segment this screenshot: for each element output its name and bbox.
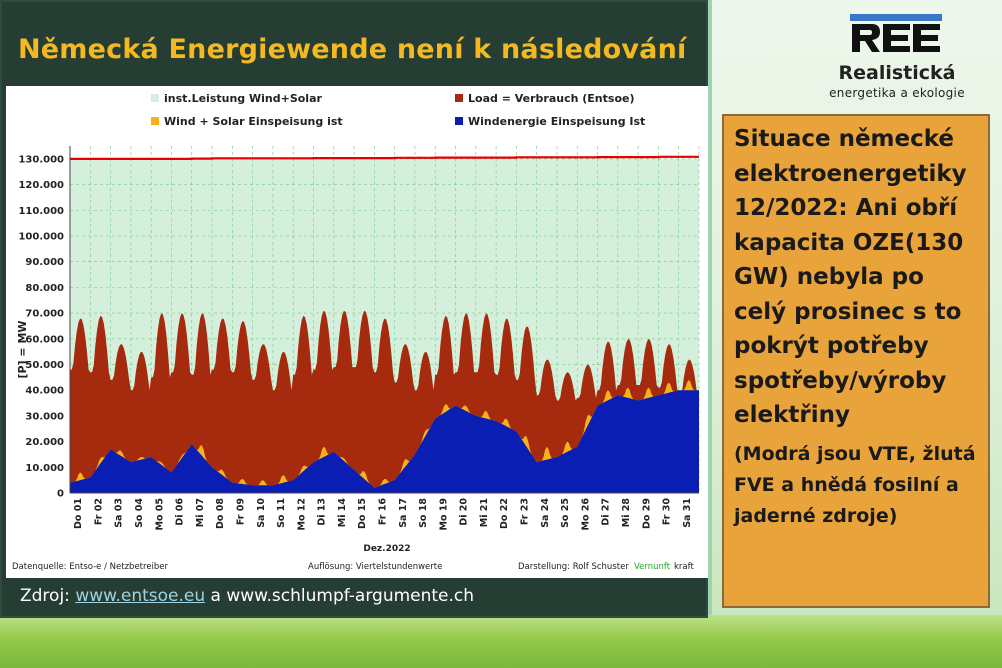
x-tick-label: So 18 — [418, 498, 429, 528]
footer-source: Datenquelle: Entso-e / Netzbetreiber — [12, 562, 169, 572]
callout-box: Situace německé elektroenergetiky 12/202… — [722, 114, 990, 608]
chart-panel: 0 10.000 20.000 30.000 40.000 50.000 60.000 70.… — [6, 86, 708, 578]
wind-area — [70, 390, 699, 493]
panel-divider — [708, 0, 712, 620]
logo-subtitle: energetika a ekologie — [829, 86, 965, 100]
x-tick-label: Sa 17 — [398, 498, 409, 528]
source-line: Zdroj: www.entsoe.eu a www.schlumpf-argu… — [20, 586, 474, 606]
x-tick-label: Do 29 — [641, 498, 652, 529]
x-tick-label: Do 15 — [357, 498, 368, 529]
source-suffix: a www.schlumpf-argumente.ch — [205, 586, 475, 606]
x-tick-label: Mi 14 — [337, 498, 348, 528]
x-tick-label: Do 08 — [215, 498, 226, 529]
legend-swatch — [455, 117, 463, 125]
x-tick-label: Fr 09 — [235, 498, 246, 525]
y-tick-label: 50.000 — [25, 360, 64, 371]
y-tick-label: 110.000 — [18, 206, 64, 217]
y-tick-label: 10.000 — [25, 463, 64, 474]
x-tick-label: Di 20 — [459, 498, 470, 526]
x-tick-label: Mo 26 — [580, 498, 591, 531]
energy-chart: 0 10.000 20.000 30.000 40.000 50.000 60.000 70.… — [12, 92, 700, 572]
y-tick-label: 20.000 — [25, 437, 64, 448]
x-tick-label: Fr 16 — [378, 498, 389, 525]
footer-brand-b: kraft — [674, 562, 694, 572]
x-tick-label: Do 22 — [499, 498, 510, 529]
y-axis-label: [P] = MW — [16, 320, 29, 378]
x-tick-label: Mo 12 — [296, 498, 307, 531]
x-tick-label: Sa 24 — [540, 498, 551, 528]
x-tick-label: Mi 21 — [479, 498, 490, 527]
legend-label: Windenergie Einspeisung Ist — [468, 115, 645, 128]
y-tick-label: 130.000 — [18, 154, 64, 165]
logo: Realistická energetika a ekologie — [812, 12, 982, 102]
x-tick-label: So 11 — [276, 498, 287, 528]
y-tick-label: 90.000 — [25, 257, 64, 268]
installed-capacity-line — [70, 155, 699, 160]
callout-main-text: Situace německé elektroenergetiky 12/202… — [734, 126, 967, 428]
slide-panel: Německá Energiewende není k následování … — [0, 0, 708, 618]
x-tick-label: So 25 — [560, 498, 571, 528]
x-tick-label: So 04 — [134, 498, 145, 528]
x-axis-label: Dez.2022 — [363, 544, 410, 554]
x-tick-label: Mi 28 — [621, 498, 632, 528]
x-tick-label: Sa 10 — [256, 498, 267, 528]
x-tick-label: Fr 23 — [520, 498, 531, 525]
logo-name: Realistická — [838, 62, 956, 84]
x-tick-label: Di 06 — [175, 498, 186, 526]
footer-author: Darstellung: Rolf Schuster — [518, 562, 629, 572]
slide-title: Německá Energiewende není k následování — [18, 34, 687, 65]
load-area — [70, 310, 699, 493]
x-tick-label: Do 01 — [73, 498, 84, 529]
y-tick-label: 0 — [57, 489, 64, 500]
x-tick-label: Fr 02 — [93, 498, 104, 525]
legend-swatch — [151, 117, 159, 125]
source-link[interactable]: www.entsoe.eu — [75, 586, 206, 606]
ree-logo-icon — [850, 14, 942, 52]
legend-swatch — [455, 94, 463, 102]
x-tick-label: Mi 07 — [195, 498, 206, 527]
x-tick-label: Sa 03 — [114, 498, 125, 528]
footer-brand-a: Vernunft — [634, 562, 671, 572]
x-tick-label: Di 27 — [601, 498, 612, 526]
footer-resolution: Auflösung: Viertelstundenwerte — [308, 562, 442, 572]
x-tick-label: Sa 31 — [682, 498, 693, 528]
y-tick-label: 80.000 — [25, 283, 64, 294]
legend-label: Wind + Solar Einspeisung ist — [164, 115, 343, 128]
y-tick-label: 70.000 — [25, 309, 64, 320]
y-tick-label: 60.000 — [25, 334, 64, 345]
x-tick-label: Mo 19 — [438, 498, 449, 531]
bottom-background — [0, 615, 1002, 668]
x-tick-label: Di 13 — [317, 498, 328, 526]
legend-label: inst.Leistung Wind+Solar — [164, 92, 322, 105]
callout-note-text: (Modrá jsou VTE, žlutá FVE a hnědá fosil… — [734, 442, 976, 527]
legend-swatch — [151, 94, 159, 102]
y-tick-label: 30.000 — [25, 411, 64, 422]
y-tick-label: 120.000 — [18, 180, 64, 191]
legend-label: Load = Verbrauch (Entsoe) — [468, 92, 635, 105]
x-tick-label: Fr 30 — [662, 498, 673, 525]
y-tick-label: 100.000 — [18, 231, 64, 242]
x-tick-label: Mo 05 — [154, 498, 165, 531]
y-tick-label: 40.000 — [25, 386, 64, 397]
source-prefix: Zdroj: — [20, 586, 76, 606]
